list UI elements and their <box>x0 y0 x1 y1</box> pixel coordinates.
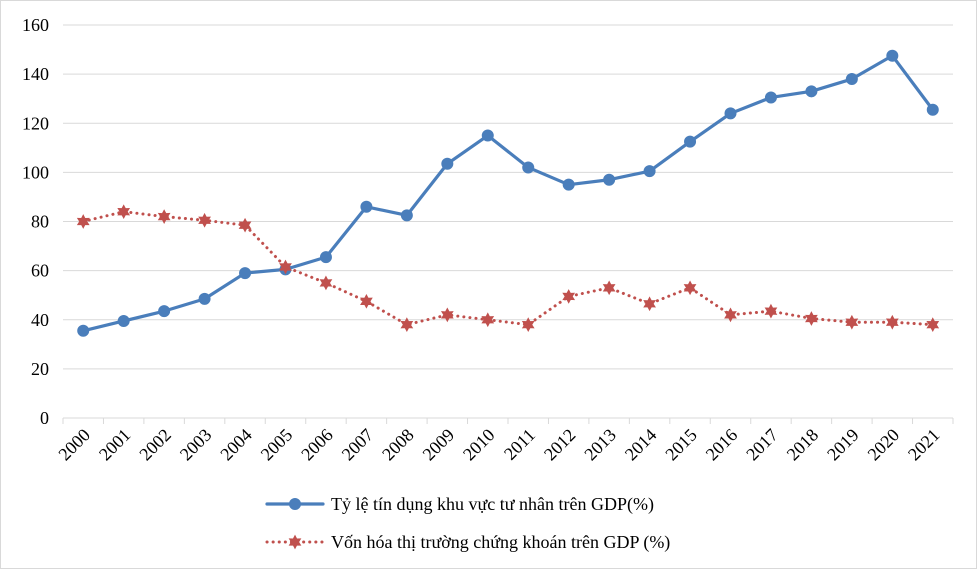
x-tick-label: 2004 <box>216 425 256 465</box>
x-tick-label: 2000 <box>54 425 94 465</box>
data-point <box>684 135 697 148</box>
data-point <box>319 275 333 291</box>
data-point <box>158 305 171 318</box>
y-tick-label: 160 <box>22 15 49 35</box>
data-point <box>845 314 859 330</box>
data-point <box>724 107 737 120</box>
series-line <box>81 210 935 327</box>
y-tick-label: 60 <box>31 261 49 281</box>
data-point <box>764 91 777 104</box>
x-tick-label: 2021 <box>904 425 944 465</box>
data-point <box>562 178 575 191</box>
data-point <box>845 73 858 86</box>
data-point <box>279 259 292 275</box>
data-point <box>926 103 939 116</box>
legend-label: Tỷ lệ tín dụng khu vực tư nhân trên GDP(… <box>331 494 654 515</box>
data-point <box>441 157 454 170</box>
data-point <box>117 204 131 220</box>
data-point <box>522 161 535 174</box>
data-point <box>805 85 818 98</box>
data-point <box>724 307 737 323</box>
x-tick-label: 2003 <box>176 425 216 465</box>
data-point <box>481 312 495 328</box>
data-point <box>198 212 211 228</box>
data-point <box>885 314 899 330</box>
y-tick-label: 140 <box>22 64 49 84</box>
x-tick-label: 2009 <box>419 425 459 465</box>
legend-item: Vốn hóa thị trường chứng khoán trên GDP … <box>265 532 670 553</box>
data-point <box>76 214 90 229</box>
data-point <box>319 251 332 264</box>
data-point <box>360 293 373 309</box>
data-point <box>481 129 494 142</box>
data-point <box>683 280 697 296</box>
series-line <box>81 54 935 333</box>
data-point <box>239 267 252 280</box>
x-tick-label: 2010 <box>459 425 499 465</box>
data-point <box>440 307 454 323</box>
legend-item: Tỷ lệ tín dụng khu vực tư nhân trên GDP(… <box>265 494 654 515</box>
data-point <box>805 311 818 326</box>
x-tick-label: 2007 <box>338 425 378 465</box>
x-tick-label: 2014 <box>621 425 661 465</box>
y-tick-label: 0 <box>40 408 49 428</box>
x-tick-label: 2012 <box>540 425 580 465</box>
data-point <box>886 49 899 62</box>
x-tick-label: 2020 <box>864 425 904 465</box>
data-point <box>602 280 616 296</box>
y-tick-label: 100 <box>22 162 49 182</box>
data-point <box>238 217 252 233</box>
x-tick-label: 2017 <box>742 425 782 465</box>
x-tick-label: 2001 <box>95 425 135 465</box>
data-point <box>400 209 413 222</box>
legend-marker <box>288 534 302 550</box>
data-point <box>926 317 940 333</box>
data-point <box>157 209 171 224</box>
x-tick-label: 2013 <box>580 425 620 465</box>
data-point <box>400 317 414 333</box>
legend-marker <box>289 498 301 510</box>
data-point <box>521 317 535 333</box>
grid-layer <box>63 24 953 419</box>
legend: Tỷ lệ tín dụng khu vực tư nhân trên GDP(… <box>265 494 670 553</box>
series-2 <box>76 204 940 333</box>
series-layer <box>76 49 940 337</box>
x-tick-label: 2005 <box>257 425 297 465</box>
data-point <box>603 173 616 186</box>
x-tick-label: 2016 <box>702 425 742 465</box>
y-tick-label: 20 <box>31 359 49 379</box>
y-tick-label: 40 <box>31 310 49 330</box>
series-1 <box>77 49 939 337</box>
data-point <box>643 165 656 178</box>
data-point <box>562 289 576 304</box>
data-point <box>77 324 90 337</box>
data-point <box>643 296 656 312</box>
x-tick-label: 2015 <box>661 425 701 465</box>
y-tick-label: 80 <box>31 212 49 232</box>
x-tick-label: 2011 <box>500 425 539 464</box>
data-point <box>117 314 130 327</box>
x-tick-label: 2018 <box>783 425 823 465</box>
data-point <box>198 292 211 305</box>
legend-label: Vốn hóa thị trường chứng khoán trên GDP … <box>331 532 670 553</box>
x-tick-label: 2002 <box>135 425 175 465</box>
y-tick-label: 120 <box>22 113 49 133</box>
data-point <box>764 303 778 319</box>
x-tick-label: 2019 <box>823 425 863 465</box>
data-point <box>360 200 373 213</box>
x-tick-label: 2006 <box>297 425 337 465</box>
x-tick-label: 2008 <box>378 425 418 465</box>
